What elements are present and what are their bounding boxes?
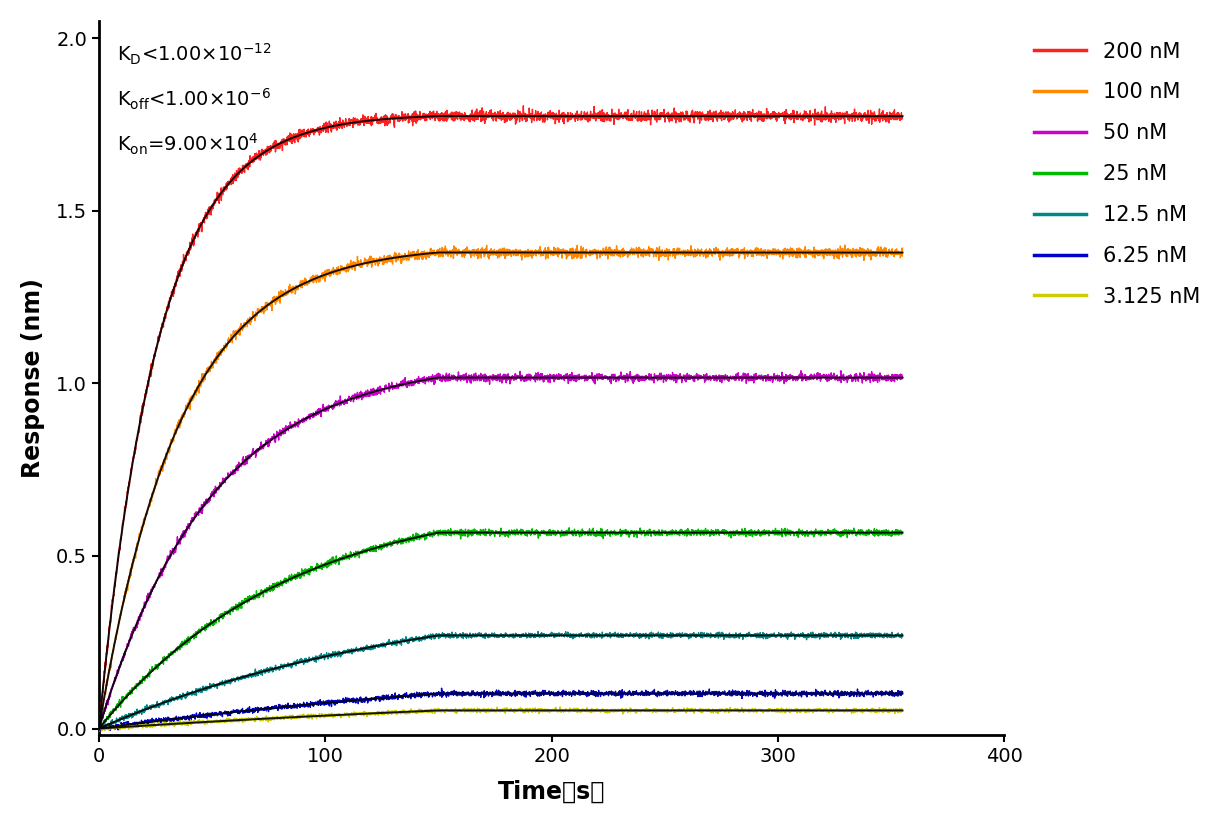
Y-axis label: Response (nm): Response (nm): [21, 278, 44, 478]
X-axis label: Time（s）: Time（s）: [498, 780, 605, 804]
Legend: 200 nM, 100 nM, 50 nM, 25 nM, 12.5 nM, 6.25 nM, 3.125 nM: 200 nM, 100 nM, 50 nM, 25 nM, 12.5 nM, 6…: [1024, 31, 1211, 317]
Text: K$_\mathrm{D}$<1.00×10$^{-12}$
K$_\mathrm{off}$<1.00×10$^{-6}$
K$_\mathrm{on}$=9: K$_\mathrm{D}$<1.00×10$^{-12}$ K$_\mathr…: [117, 42, 271, 158]
